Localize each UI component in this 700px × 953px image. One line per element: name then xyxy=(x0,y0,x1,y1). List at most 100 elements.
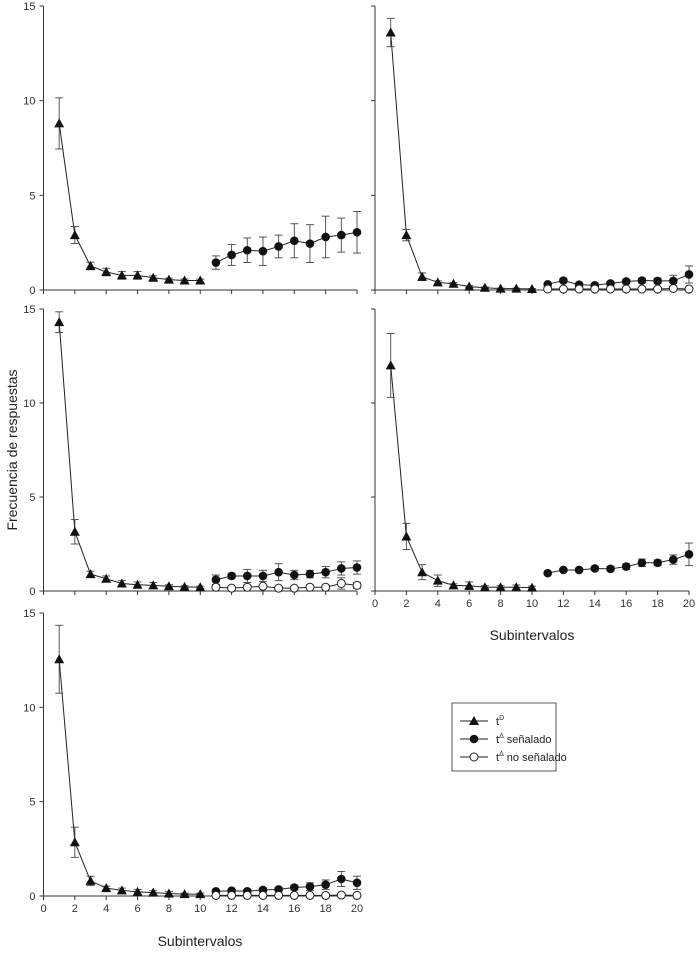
panel-bottom-left: 0 5 10 15 0 2 4 6 8 10 12 14 16 18 20 xyxy=(23,608,363,915)
y-tick-label: 0 xyxy=(29,586,35,598)
filled-circle-marker xyxy=(559,565,568,575)
triangle-marker xyxy=(464,580,475,590)
x-tick-label: 16 xyxy=(620,598,632,610)
filled-circle-marker xyxy=(684,550,694,559)
series-line xyxy=(58,123,201,282)
filled-circle-marker xyxy=(621,562,631,571)
filled-circle-marker xyxy=(653,558,662,568)
triangle-marker xyxy=(132,270,143,280)
filled-circle-marker xyxy=(574,565,584,575)
triangle-marker xyxy=(132,886,143,896)
y-tick-label: 10 xyxy=(23,398,35,410)
open-circle-marker xyxy=(574,284,584,294)
triangle-marker xyxy=(448,580,459,590)
series-filled-circle xyxy=(211,560,362,585)
triangle-marker xyxy=(132,579,143,589)
open-circle-marker xyxy=(242,890,252,900)
legend-label: tΔ no señalado xyxy=(496,751,567,764)
filled-circle-marker xyxy=(559,276,568,285)
triangle-marker xyxy=(401,531,412,541)
x-tick-label: 0 xyxy=(40,903,46,915)
y-tick-label: 0 xyxy=(29,285,35,297)
triangle-marker xyxy=(385,360,396,370)
triangle-marker xyxy=(101,573,112,583)
filled-circle-marker xyxy=(352,878,362,888)
x-axis-title-left: Subintervalos xyxy=(158,933,243,949)
x-tick-label: 16 xyxy=(288,903,300,915)
triangle-marker xyxy=(195,582,206,592)
triangle-marker xyxy=(116,578,127,588)
filled-circle-marker xyxy=(274,567,283,577)
triangle-marker xyxy=(469,716,479,725)
legend-base: t xyxy=(496,734,499,746)
filled-circle-marker xyxy=(305,882,315,891)
triangle-marker xyxy=(479,582,490,592)
filled-circle-marker xyxy=(337,230,346,240)
series-filled-triangle xyxy=(54,624,206,899)
panel-middle-left: 0 5 10 15 xyxy=(23,304,362,598)
open-circle-marker xyxy=(289,890,299,900)
series-open-circle xyxy=(211,577,362,593)
filled-circle-marker xyxy=(321,880,330,889)
open-circle-marker xyxy=(352,890,362,900)
filled-circle-marker xyxy=(211,258,221,267)
x-tick-label: 0 xyxy=(372,598,378,610)
x-tick-label: 4 xyxy=(435,598,441,610)
triangle-marker xyxy=(101,267,112,277)
legend-entry: tD xyxy=(460,715,504,728)
legend-entry: tΔ señalado xyxy=(460,733,551,746)
triangle-marker xyxy=(163,888,174,898)
triangle-marker xyxy=(495,582,506,592)
filled-circle-marker xyxy=(305,239,315,248)
legend-suffix: no señalado xyxy=(504,752,567,764)
open-circle-marker xyxy=(321,890,331,900)
x-tick-label: 2 xyxy=(72,903,78,915)
x-tick-label: 18 xyxy=(651,598,663,610)
filled-circle-marker xyxy=(211,575,221,585)
filled-circle-marker xyxy=(290,883,299,892)
y-tick-label: 5 xyxy=(29,492,35,504)
triangle-marker xyxy=(69,837,80,847)
series-filled-triangle xyxy=(385,17,537,294)
triangle-marker xyxy=(101,883,112,893)
triangle-marker xyxy=(527,284,537,294)
x-tick-label: 10 xyxy=(526,598,538,610)
triangle-marker xyxy=(479,282,490,292)
open-circle-marker xyxy=(274,890,284,900)
filled-circle-marker xyxy=(227,571,236,581)
triangle-marker xyxy=(85,260,96,270)
triangle-marker xyxy=(385,27,396,37)
triangle-marker xyxy=(116,885,127,895)
legend-box xyxy=(451,702,557,772)
filled-circle-marker xyxy=(543,568,552,578)
x-tick-label: 10 xyxy=(194,903,206,915)
y-tick-label: 0 xyxy=(29,891,35,903)
triangle-marker xyxy=(417,271,428,281)
filled-circle-marker xyxy=(337,874,346,884)
series-line xyxy=(215,231,358,263)
series-filled-triangle xyxy=(54,97,206,285)
y-tick-label: 15 xyxy=(23,1,35,13)
series-line xyxy=(390,365,533,589)
open-circle-marker xyxy=(336,890,346,900)
panel-top-right xyxy=(371,5,694,294)
panels: 0 5 10 15 0 5 10 15 0 2 4 6 8 10 12 14 16 18 20 0 5 10 15 0 2 4 6 8… xyxy=(23,1,695,915)
x-tick-label: 12 xyxy=(557,598,569,610)
y-axis-title: Frecuencia de respuestas xyxy=(4,369,20,530)
open-circle-marker xyxy=(336,578,346,588)
triangle-marker xyxy=(448,278,459,288)
filled-circle-marker xyxy=(590,564,600,573)
legend-sup: Δ xyxy=(499,751,504,758)
open-circle-marker xyxy=(621,284,631,294)
triangle-marker xyxy=(195,275,206,285)
x-tick-label: 6 xyxy=(134,903,140,915)
filled-circle-marker xyxy=(621,277,631,286)
triangle-marker xyxy=(511,582,522,592)
series-open-circle xyxy=(211,890,362,900)
filled-circle-marker xyxy=(321,567,330,577)
open-circle-marker xyxy=(242,582,252,592)
x-tick-label: 20 xyxy=(351,903,363,915)
y-tick-label: 5 xyxy=(29,190,35,202)
open-circle-marker xyxy=(637,284,647,294)
open-circle-marker xyxy=(211,582,221,592)
